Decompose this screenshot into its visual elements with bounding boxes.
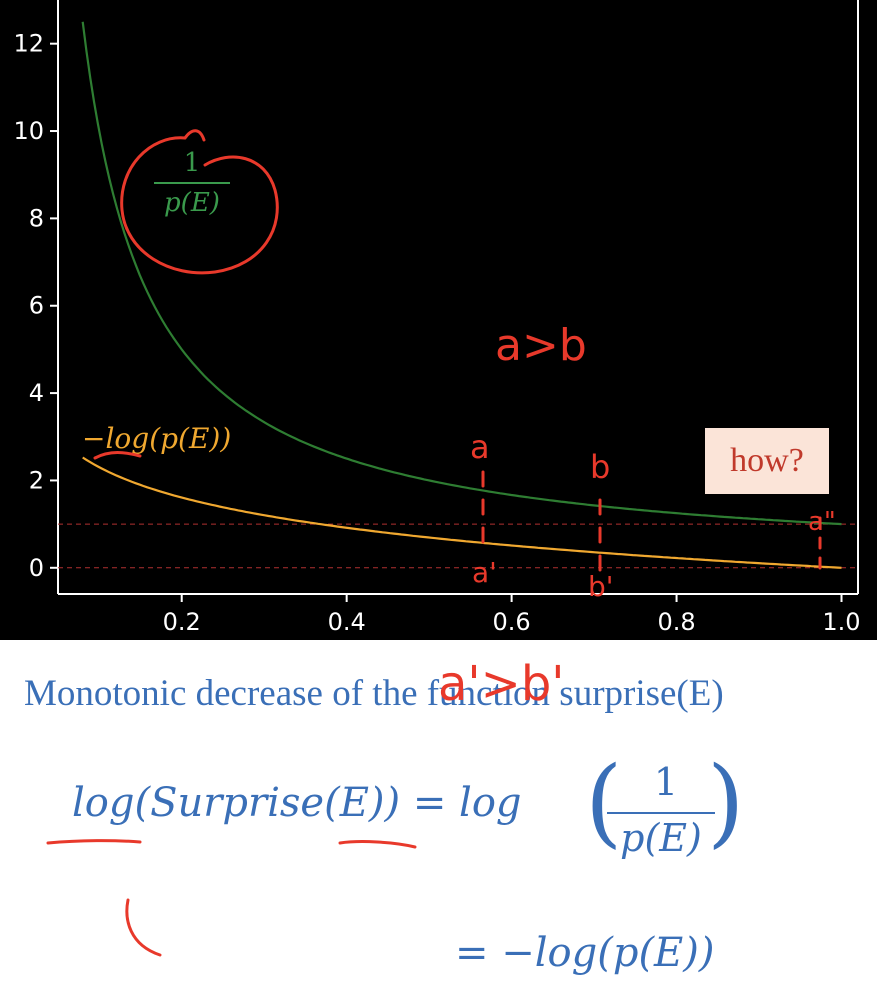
how-note: how? [705,428,829,494]
equation-fraction: ( 1 p(E) ) [585,746,744,874]
x-tick-label: 0.4 [328,608,366,636]
series-line-neg-log [82,456,842,569]
equation-line-2: = −log(p(E)) [455,930,715,976]
y-tick-label: 10 [13,117,44,145]
fraction-bar [607,812,715,814]
y-tick-label: 0 [29,554,44,582]
y-tick-label: 8 [29,204,44,232]
neg-log-series-label: −log(p(E)) [82,422,232,455]
series-line-reciprocal [81,21,842,526]
equation-lhs: log(Surprise(E)) = log [72,780,522,826]
x-tick-label: 1.0 [822,608,860,636]
underline-log [46,839,142,845]
x-tick-label: 0.6 [493,608,531,636]
chart-svg: 0 2 4 6 8 10 12 0.2 0.4 0.6 0.8 1.0 [13,0,861,636]
fraction-numerator: 1 [653,760,679,804]
fraction-denominator: p(E) [620,816,702,860]
reciprocal-label-denominator: p(E) [164,188,220,218]
x-tick-label: 0.2 [163,608,201,636]
y-tick-label: 4 [29,379,44,407]
x-tick-label: 0.8 [657,608,695,636]
y-tick-label: 2 [29,466,44,494]
bracket-mark [125,898,162,957]
reciprocal-series-label: 1 p(E) [154,148,230,218]
caption: Monotonic decrease of the function surpr… [24,673,724,714]
right-paren: ) [707,746,745,858]
fraction-bar [154,182,230,184]
underline-E [338,840,417,849]
left-paren: ( [585,746,623,858]
y-tick-label: 6 [29,292,44,320]
plot-area: 0 2 4 6 8 10 12 0.2 0.4 0.6 0.8 1.0 [0,0,877,640]
reciprocal-label-numerator: 1 [183,148,201,178]
y-tick-label: 12 [13,30,44,58]
